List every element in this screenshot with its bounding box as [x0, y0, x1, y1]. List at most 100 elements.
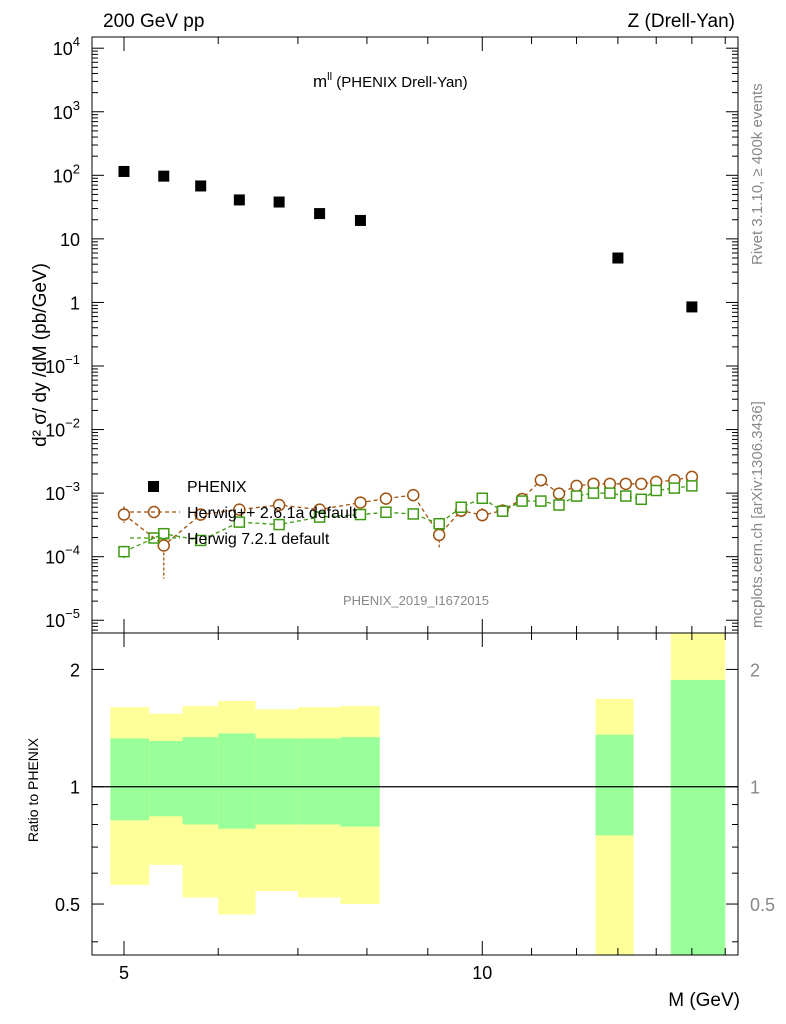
data-point	[194, 508, 207, 521]
data-point	[686, 480, 698, 492]
data-point	[619, 477, 633, 491]
phenix-point	[354, 214, 366, 226]
data-point	[650, 484, 662, 497]
main-panel: 10−5 10−4 10−3 10−2 10−1 1 10 102 103 104	[45, 34, 739, 634]
data-point	[407, 508, 420, 520]
y-axis-label-main: d² σ/ dy /dM (pb/GeV)	[30, 263, 51, 447]
ratio-band-inner	[595, 734, 634, 836]
plot-title: mll (PHENIX Drell-Yan)	[313, 71, 468, 91]
analysis-id: PHENIX_2019_I1672015	[343, 593, 489, 608]
ratio-y-tick-label-right: 2	[750, 660, 760, 680]
legend-herwig-pp-marker	[130, 505, 180, 519]
phenix-point	[233, 194, 245, 206]
data-point	[587, 487, 600, 499]
y-tick-label: 10−1	[45, 352, 80, 377]
herwig7-series	[118, 480, 698, 559]
data-point	[620, 490, 632, 502]
data-point	[233, 516, 246, 528]
data-point	[496, 505, 509, 517]
data-point	[118, 545, 130, 558]
data-point	[604, 487, 616, 499]
y-tick-label: 102	[53, 161, 80, 186]
data-point	[668, 482, 681, 494]
ratio-y-tick-label: 1	[70, 778, 80, 798]
phenix-point	[612, 252, 624, 264]
ratio-bands	[110, 633, 726, 955]
phenix-point	[273, 196, 285, 208]
x-axis-label: M (GeV)	[668, 990, 740, 1011]
ratio-x-ticks: 5 10	[119, 633, 726, 983]
ratio-panel: 0.5 0.5 1 1 2 2 5 10	[55, 632, 775, 983]
legend-herwig7-marker	[130, 532, 180, 544]
data-point	[354, 508, 367, 521]
data-point	[272, 498, 286, 512]
data-point	[634, 477, 648, 491]
data-point	[535, 495, 547, 507]
data-point	[379, 492, 393, 505]
x-tick-label: 5	[119, 963, 129, 983]
ratio-y-tick-label: 0.5	[55, 895, 80, 915]
phenix-point	[314, 208, 326, 220]
ratio-band-inner	[297, 738, 341, 825]
y-axis-label-ratio: Ratio to PHENIX	[25, 737, 41, 842]
ratio-frame	[91, 632, 739, 956]
y-tick-label: 103	[53, 98, 80, 123]
y-tick-label: 10	[60, 230, 80, 250]
mcplots-label: mcplots.cern.ch [arXiv:1306.3436]	[749, 401, 766, 628]
y-tick-label: 10−4	[45, 543, 80, 568]
ratio-band-inner	[110, 738, 150, 821]
rivet-label: Rivet 3.1.10, ≥ 400k events	[749, 83, 766, 265]
ratio-band-inner	[149, 741, 183, 817]
legend-phenix-marker	[148, 481, 159, 492]
data-point	[534, 473, 548, 487]
data-point	[233, 503, 246, 516]
phenix-series	[118, 165, 698, 313]
data-point	[432, 528, 446, 542]
ratio-y-tick-label: 2	[70, 660, 80, 680]
legend-herwig-pp-label: Herwig++ 2.6.1a default	[187, 505, 357, 522]
y-tick-label: 10−5	[45, 606, 80, 631]
data-point	[380, 506, 392, 519]
data-point	[516, 495, 528, 507]
y-tick-label: 104	[53, 34, 80, 59]
data-point	[635, 493, 647, 506]
data-point	[117, 508, 131, 521]
ratio-band-inner	[218, 733, 256, 829]
legend-herwig7-label: Herwig 7.2.1 default	[187, 531, 330, 548]
y-tick-label: 10−3	[45, 479, 80, 504]
ratio-y-ticks: 0.5 0.5 1 1 2 2	[55, 660, 775, 943]
series-line	[123, 476, 693, 547]
ratio-band-inner	[255, 738, 298, 825]
legend-phenix-label: PHENIX	[187, 479, 247, 496]
data-point	[570, 490, 583, 502]
data-point	[354, 496, 367, 509]
ratio-band-inner	[182, 737, 219, 825]
ratio-band-inner	[340, 737, 380, 827]
data-point	[158, 527, 170, 540]
ratio-y-tick-label-right: 0.5	[750, 895, 775, 915]
y-tick-label: 10−2	[45, 416, 80, 441]
data-point	[273, 518, 285, 531]
x-tick-label: 10	[472, 963, 492, 983]
phenix-point	[195, 180, 207, 192]
data-point	[476, 492, 489, 505]
data-point	[455, 501, 467, 513]
data-point	[570, 479, 583, 493]
ratio-band-inner	[670, 679, 726, 955]
ratio-y-tick-label-right: 1	[750, 778, 760, 798]
data-point	[313, 511, 326, 523]
data-point	[552, 487, 566, 500]
header-left: 200 GeV pp	[103, 11, 204, 32]
phenix-point	[158, 170, 170, 182]
main-x-ticks	[123, 37, 726, 633]
phenix-point	[118, 165, 130, 177]
y-tick-label: 1	[70, 293, 80, 313]
header-right: Z (Drell-Yan)	[628, 11, 735, 32]
data-point	[553, 499, 565, 511]
data-point	[476, 508, 489, 522]
data-point	[407, 488, 420, 502]
phenix-point	[686, 301, 698, 313]
data-point	[157, 539, 171, 552]
data-point	[433, 517, 445, 530]
